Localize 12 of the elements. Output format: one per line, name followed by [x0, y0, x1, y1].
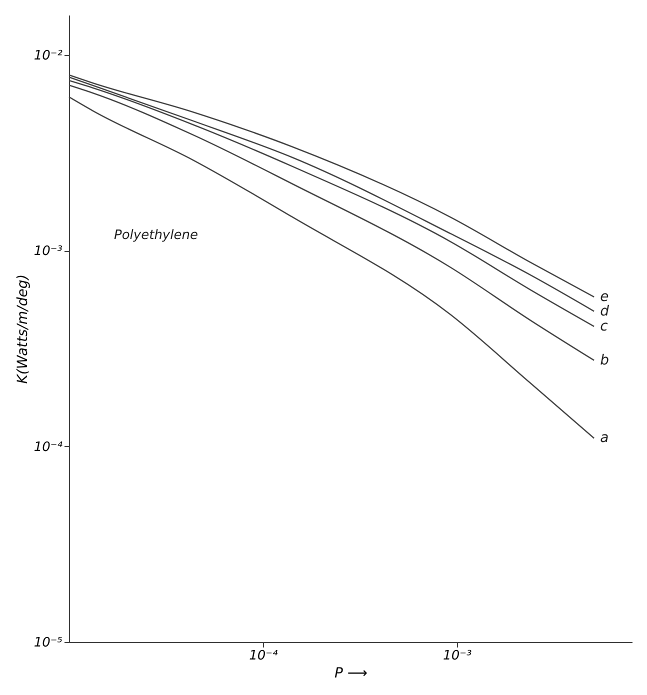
series-label: d [600, 303, 610, 320]
series-label: c [600, 318, 608, 334]
y-tick-label: 10⁻³ [34, 244, 62, 260]
y-tick-label: 10⁻⁵ [34, 636, 62, 650]
x-axis-title: P ⟶ [334, 666, 368, 682]
series-label: a [600, 430, 609, 446]
y-axis-title: K(Watts/m/deg) [14, 274, 31, 384]
annotation: Polyethylene [114, 228, 198, 243]
series-label: e [600, 288, 609, 305]
y-tick-label: 10⁻⁴ [34, 440, 64, 455]
y-tick-label: 10⁻² [34, 48, 62, 64]
series-label: b [600, 352, 610, 368]
